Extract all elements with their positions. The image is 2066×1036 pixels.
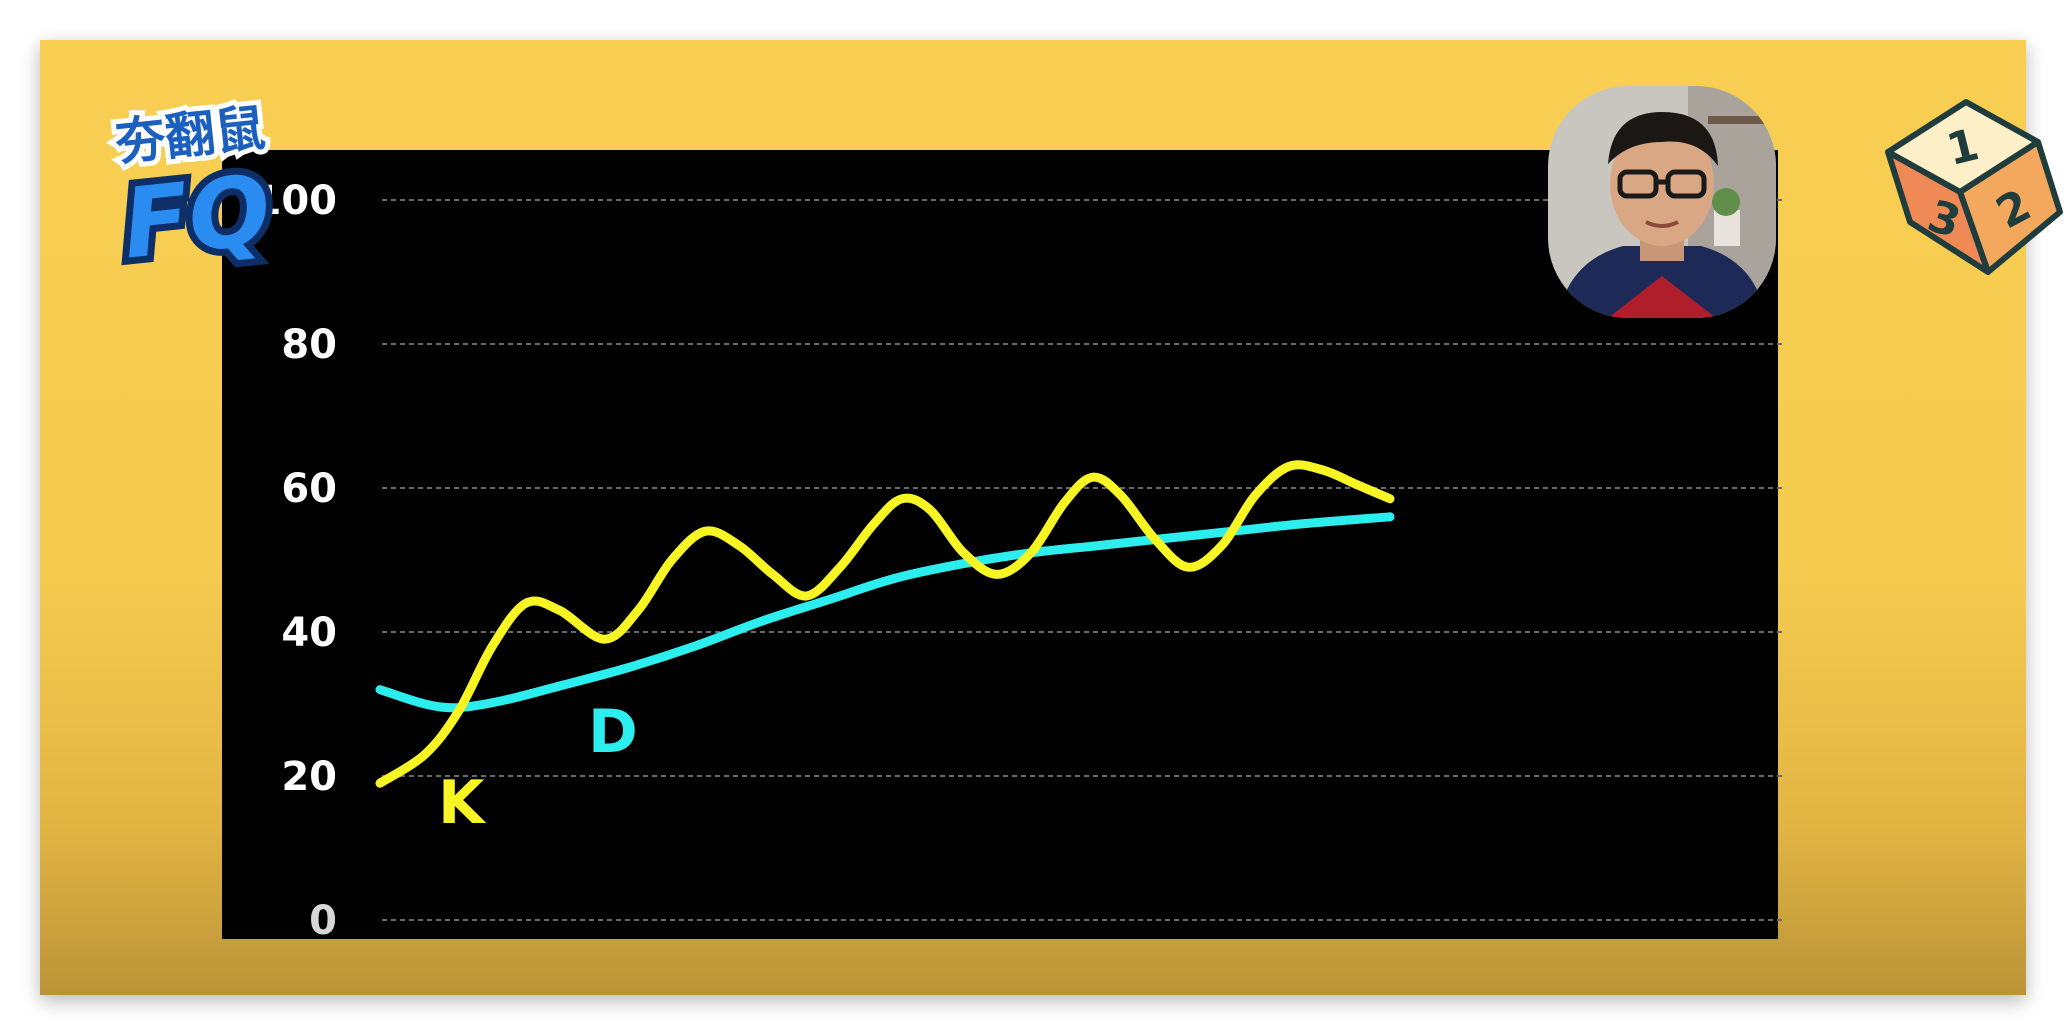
series-line-k [375, 460, 1395, 788]
y-tick-label: 80 [281, 322, 337, 368]
presenter-avatar [1548, 86, 1776, 318]
series-label-d: D [588, 697, 638, 767]
y-tick-label: 100 [254, 178, 338, 224]
dice-icon: 1 2 3 [1885, 99, 2063, 275]
y-tick-labels: 0 20 40 60 80 100 [254, 178, 338, 944]
y-tick-label: 0 [309, 898, 337, 944]
kd-chart: 0 20 40 60 80 100 K D [222, 150, 1782, 944]
plot-area [222, 150, 1778, 939]
logo-text-fq: FQ [118, 154, 276, 281]
series-line-d [375, 512, 1395, 713]
logo-text-fq-fill: FQ [118, 154, 276, 281]
series-label-k: K [438, 768, 487, 838]
y-tick-label: 20 [281, 754, 337, 800]
y-tick-label: 40 [281, 610, 337, 656]
y-tick-label: 60 [281, 466, 337, 512]
chart-frame: 0 20 40 60 80 100 K D 夯翻鼠 FQ FQ [40, 40, 2063, 995]
fq-logo: 夯翻鼠 FQ FQ [107, 94, 283, 288]
